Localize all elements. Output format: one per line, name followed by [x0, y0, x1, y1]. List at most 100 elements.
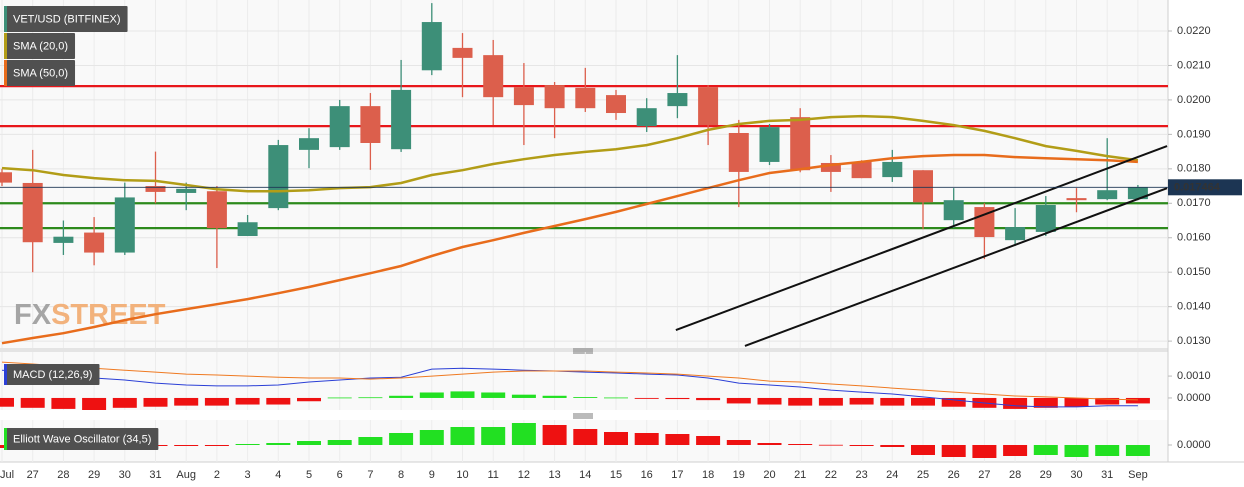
x-tick-label: 12	[518, 469, 530, 481]
ewo-bar	[604, 432, 628, 445]
candle-body	[421, 22, 442, 71]
x-tick-label: 9	[429, 469, 435, 481]
candle-body	[360, 106, 381, 143]
x-tick-label: 27	[978, 469, 990, 481]
pane-marks	[0, 3, 1168, 347]
candle-body	[114, 197, 135, 253]
candle-body	[974, 207, 995, 238]
ewo-bar	[1064, 445, 1089, 457]
macd-histogram-bar	[726, 397, 751, 404]
ewo-bar	[1033, 445, 1058, 455]
x-tick-label: 20	[763, 469, 775, 481]
x-tick-label: 2	[214, 469, 220, 481]
x-tick-label: Aug	[176, 469, 196, 481]
candle-body	[513, 87, 534, 106]
macd-histogram-bar	[573, 397, 598, 398]
macd-histogram-bar	[481, 392, 506, 398]
trend-line	[744, 187, 1168, 347]
candle-body	[206, 191, 227, 229]
legend-label: SMA (20,0)	[13, 40, 68, 52]
macd-histogram-bar	[112, 397, 137, 408]
ewo-bar	[419, 430, 444, 445]
macd-histogram-bar	[1003, 397, 1028, 409]
y-tick-label: 0.0180	[1177, 163, 1211, 175]
watermark: FXSTREET	[14, 299, 166, 331]
macd-histogram-bar	[419, 392, 444, 398]
y-tick-label: 0.0160	[1177, 232, 1211, 244]
y-tick-label: 0.0150	[1177, 266, 1211, 278]
x-tick-label: 29	[1040, 469, 1052, 481]
x-tick-label: 29	[88, 469, 100, 481]
y-tick-label: 0.0140	[1177, 301, 1211, 313]
x-tick-label: 26	[948, 469, 960, 481]
x-tick-label: 24	[886, 469, 898, 481]
macd-histogram-bar	[849, 397, 874, 405]
x-tick-label: 31	[1101, 469, 1113, 481]
ewo-bar	[204, 445, 229, 446]
candle-body	[636, 108, 657, 127]
candle-body	[1066, 198, 1087, 201]
resize-handle[interactable]	[573, 348, 593, 419]
sma-line	[1, 153, 1138, 345]
candle-body	[913, 170, 933, 203]
candle-body	[452, 47, 473, 58]
x-tick-label: 5	[306, 469, 312, 481]
ewo-bar	[573, 429, 598, 445]
candle-body	[1097, 190, 1118, 200]
candle-body	[299, 138, 319, 150]
y-tick-label: 0.0000	[1177, 439, 1211, 451]
candle-body	[268, 145, 289, 209]
x-tick-label: 30	[119, 469, 131, 481]
main-pane	[0, 0, 1168, 348]
candle-body	[237, 222, 258, 237]
x-tick-label: 19	[733, 469, 745, 481]
macd-histogram-bar	[1033, 397, 1058, 408]
ewo-bar	[1095, 445, 1120, 456]
macd-histogram-bar	[235, 397, 260, 405]
ewo-bar	[665, 434, 690, 445]
marks	[0, 3, 1168, 458]
macd-line	[1, 367, 1138, 408]
y-tick-label: 0.0010	[1177, 370, 1211, 382]
x-tick-label: 14	[579, 469, 591, 481]
macd-histogram-bar	[788, 397, 813, 406]
legend-swatch	[4, 364, 7, 385]
ewo-bar	[726, 440, 751, 445]
macd-histogram-bar	[358, 397, 383, 399]
x-tick-label: 27	[27, 469, 39, 481]
candle-body	[759, 127, 780, 162]
macd-histogram-bar	[450, 391, 475, 398]
macd-histogram-bar	[911, 397, 935, 406]
macd-histogram-bar	[941, 397, 966, 407]
last-price-box	[1168, 179, 1242, 196]
x-tick-label: 13	[548, 469, 560, 481]
ewo-bar	[174, 445, 199, 446]
ewo-bar	[481, 427, 506, 445]
macd-histogram-bar	[174, 397, 199, 406]
x-tick-label: Sep	[1128, 469, 1148, 481]
candle-body	[790, 117, 811, 171]
candle-body	[728, 132, 749, 172]
x-tick-label: 10	[456, 469, 468, 481]
y-tick-label: 0.0130	[1177, 335, 1211, 347]
candle-body	[943, 200, 964, 221]
macd-histogram-bar	[297, 397, 321, 402]
ewo-bar	[941, 445, 966, 457]
macd-histogram-bar	[604, 397, 628, 399]
candle-body	[391, 89, 412, 150]
candle-body	[84, 232, 105, 253]
candle-body	[145, 186, 166, 192]
ewo-bar	[297, 441, 321, 445]
macd-histogram-bar	[20, 397, 45, 408]
legend-label: SMA (50,0)	[13, 67, 68, 79]
x-tick-label: 17	[671, 469, 683, 481]
legend-box	[4, 60, 76, 86]
pane-divider[interactable]	[0, 348, 1168, 352]
x-tick-label: 30	[1070, 469, 1082, 481]
ewo-bar	[972, 445, 997, 458]
candle-body	[176, 188, 197, 193]
pane-divider[interactable]	[0, 410, 1168, 420]
ewo-bar	[542, 425, 567, 445]
legend-label: MACD (12,26,9)	[13, 369, 92, 381]
